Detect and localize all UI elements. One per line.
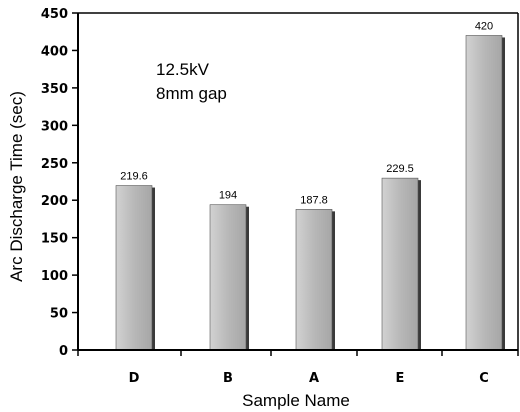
x-tick-label: B <box>223 371 233 386</box>
data-label-C: 420 <box>475 20 493 32</box>
y-tick-label: 100 <box>41 269 68 284</box>
gap-annotation: 8mm gap <box>156 84 227 103</box>
voltage-annotation: 12.5kV <box>156 60 210 79</box>
x-tick-label: E <box>396 371 405 386</box>
bar-shadow <box>246 206 249 350</box>
bar-B <box>209 204 247 351</box>
data-label-D: 219.6 <box>120 171 148 183</box>
data-label-E: 229.5 <box>386 163 414 175</box>
data-label-B: 194 <box>219 190 237 202</box>
y-tick-label: 350 <box>41 82 68 97</box>
y-tick-label: 0 <box>59 344 68 359</box>
y-tick-label: 50 <box>50 307 68 322</box>
data-labels-group: 219.6 194 187.8 229.5 420 <box>120 20 493 206</box>
data-label-A: 187.8 <box>300 194 328 206</box>
y-tick-label: 200 <box>41 194 68 209</box>
y-tick-label: 300 <box>41 119 68 134</box>
x-tick-label: A <box>309 371 319 386</box>
x-tick-label: C <box>479 371 489 386</box>
bar-shadow <box>418 180 421 350</box>
bar-C <box>465 35 503 351</box>
y-tick-label: 250 <box>41 157 68 172</box>
bar-shadow <box>502 37 505 350</box>
y-tick-label: 400 <box>41 44 68 59</box>
y-tick-label: 150 <box>41 232 68 247</box>
bars-group <box>115 35 505 351</box>
bar-shadow <box>152 187 155 350</box>
y-axis-title: Arc Discharge Time (sec) <box>7 91 26 282</box>
bar-shadow <box>332 211 335 350</box>
bar-E <box>381 177 419 351</box>
x-axis-title: Sample Name <box>242 391 350 410</box>
y-tick-label: 450 <box>41 7 68 22</box>
bar-D <box>115 185 153 351</box>
x-tick-label: D <box>129 371 140 386</box>
y-ticks-group: 0 50 100 150 200 250 300 350 400 450 <box>41 7 78 359</box>
bar-A <box>295 209 333 351</box>
